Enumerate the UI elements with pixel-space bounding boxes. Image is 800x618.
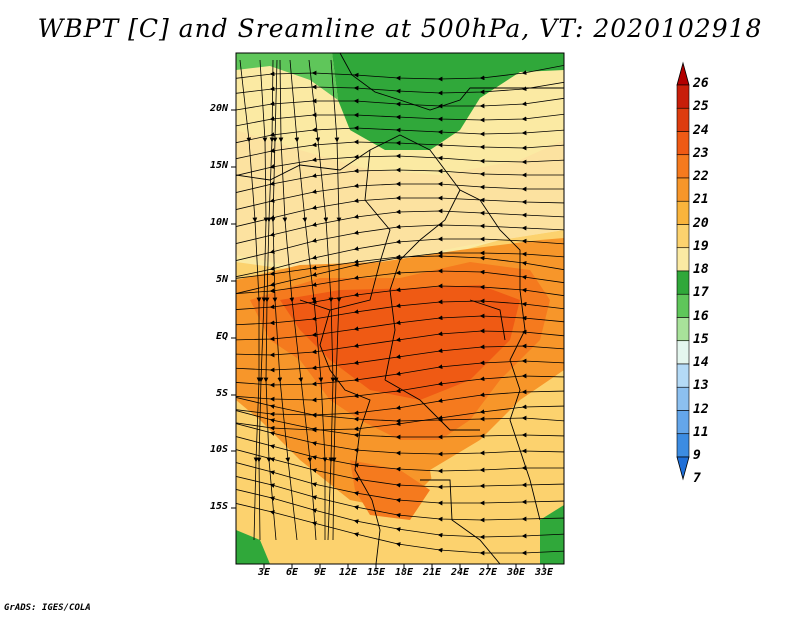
- streamline: [236, 97, 564, 111]
- colorbar-box: [676, 247, 690, 272]
- colorbar-label: 11: [693, 424, 709, 440]
- streamlines: [236, 59, 564, 556]
- lon-tick-label: 9E: [313, 567, 327, 578]
- colorbar-label: 18: [693, 262, 709, 277]
- lon-tick-label: 12E: [338, 567, 358, 578]
- colorbar-label: 17: [693, 285, 709, 301]
- wbpt-shading: [236, 53, 564, 564]
- streamline: [236, 125, 564, 144]
- streamline: [308, 59, 336, 541]
- plot-frame: [235, 52, 565, 565]
- lon-tick-label: 15E: [366, 567, 386, 578]
- cool-zone-northwest: [236, 53, 338, 100]
- lon-tick-label: 33E: [534, 567, 554, 578]
- lat-tick-label: 15S: [209, 501, 228, 512]
- colorbar-box: [676, 177, 690, 202]
- colorbar-box: [676, 84, 690, 109]
- lon-tick-label: 30E: [506, 567, 526, 578]
- colorbar-box: [676, 224, 690, 249]
- lat-tick-label: 20N: [209, 103, 228, 114]
- chart-title: WBPT [C] and Sreamline at 500hPa, VT: 20…: [37, 14, 763, 43]
- colorbar-label: 19: [693, 238, 709, 254]
- colorbar-label: 26: [693, 76, 709, 91]
- streamline: [236, 503, 564, 556]
- colorbar-boxes: [676, 61, 690, 481]
- colorbar-label: 21: [693, 192, 709, 208]
- colorbar-label: 13: [693, 378, 709, 394]
- colorbar-box: [676, 200, 690, 225]
- colorbar-box: [676, 340, 690, 365]
- colorbar-box: [676, 107, 690, 132]
- colorbar-label: 14: [693, 355, 709, 370]
- credit-text: GrADS: IGES/COLA: [4, 603, 91, 613]
- lon-tick-label: 3E: [257, 567, 271, 578]
- colorbar-label: 12: [693, 401, 709, 417]
- lon-tick-label: 18E: [394, 567, 414, 578]
- lon-tick-label: 6E: [285, 567, 299, 578]
- colorbar-top-arrow: [676, 61, 690, 86]
- lat-tick-label: 10S: [209, 444, 228, 455]
- lon-tick-marks: [263, 564, 545, 569]
- colorbar-label: 23: [693, 145, 709, 161]
- colorbar-box: [676, 410, 690, 435]
- cool-zone-southwest: [236, 530, 270, 564]
- country-borders: [236, 53, 564, 564]
- colorbar-bottom-arrow: [676, 456, 690, 481]
- lon-tick-label: 24E: [450, 567, 470, 578]
- colorbar-label: 7: [693, 471, 701, 487]
- lat-tick-label: 10N: [209, 217, 228, 228]
- colorbar-label: 15: [693, 331, 709, 347]
- colorbar-box: [676, 293, 690, 318]
- lat-tick-label: EQ: [215, 331, 228, 342]
- colorbar-label: 9: [693, 448, 701, 463]
- colorbar-label: 16: [693, 308, 709, 324]
- lat-tick-label: 5S: [215, 388, 228, 399]
- lat-tick-label: 5N: [215, 274, 228, 285]
- streamline: [236, 112, 564, 127]
- colorbar-box: [676, 363, 690, 388]
- streamline: [236, 81, 564, 96]
- colorbar-box: [676, 131, 690, 156]
- lon-tick-label: 27E: [478, 567, 498, 578]
- colorbar-label: 25: [693, 99, 709, 115]
- lon-tick-label: 21E: [422, 567, 442, 578]
- colorbar-label: 24: [693, 122, 709, 138]
- lat-tick-label: 15N: [209, 160, 228, 171]
- colorbar-box: [676, 433, 690, 458]
- colorbar-label: 20: [693, 215, 709, 231]
- lat-tick-marks: [231, 109, 236, 509]
- colorbar-box: [676, 386, 690, 411]
- colorbar-label: 22: [693, 169, 709, 184]
- streamline: [236, 64, 564, 82]
- colorbar-box: [676, 270, 690, 295]
- streamline: [330, 59, 342, 541]
- colorbar-box: [676, 154, 690, 179]
- colorbar-box: [676, 317, 690, 342]
